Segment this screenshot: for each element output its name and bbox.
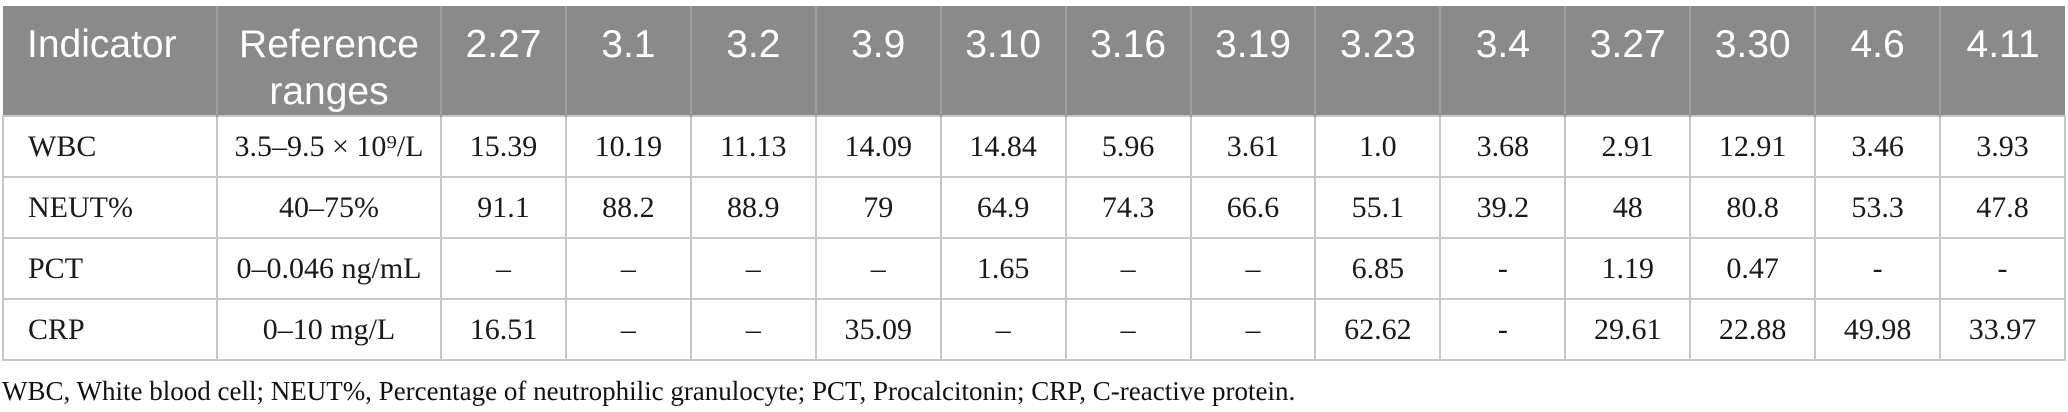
value-cell: 55.1	[1314, 176, 1442, 239]
value-cell: –	[1064, 237, 1192, 300]
column-header-3-10: 3.10	[939, 6, 1066, 116]
value-cell: 1.0	[1314, 115, 1442, 178]
value-cell: –	[440, 237, 567, 300]
value-cell: 0.47	[1689, 237, 1817, 300]
value-cell: –	[564, 237, 692, 300]
column-header-reference-ranges: Reference ranges	[216, 6, 441, 116]
value-cell: 3.46	[1814, 115, 1942, 178]
value-cell: 15.39	[440, 115, 567, 178]
value-cell: 48	[1564, 176, 1692, 239]
value-cell: 11.13	[689, 115, 817, 178]
value-cell: 3.61	[1189, 115, 1317, 178]
table-row-pct: PCT 0–0.046 ng/mL – – – –1.65– –6.85-1.19 0.47-…	[2, 237, 2066, 300]
value-cell: –	[1189, 298, 1317, 361]
value-cell: 79	[814, 176, 942, 239]
value-cell: 74.3	[1064, 176, 1192, 239]
value-cell: 10.19	[564, 115, 692, 178]
value-cell: 1.65	[939, 237, 1067, 300]
indicator-cell: NEUT%	[2, 176, 218, 239]
value-cell: -	[1439, 298, 1567, 361]
column-header-2-27: 2.27	[440, 6, 566, 116]
value-cell: 47.8	[1939, 176, 2066, 239]
value-cell: –	[564, 298, 692, 361]
table-row-crp: CRP 0–10 mg/L 16.51– –35.09– – –62.62-29.61 22…	[2, 298, 2066, 361]
value-cell: 6.85	[1314, 237, 1442, 300]
reference-range-cell: 0–10 mg/L	[216, 298, 442, 361]
value-cell: 14.09	[814, 115, 942, 178]
reference-range-cell: 0–0.046 ng/mL	[216, 237, 442, 300]
column-header-3-9: 3.9	[814, 6, 941, 116]
column-header-3-16: 3.16	[1064, 6, 1191, 116]
value-cell: 91.1	[440, 176, 567, 239]
value-cell: 33.97	[1939, 298, 2066, 361]
value-cell: 29.61	[1564, 298, 1692, 361]
column-header-3-4: 3.4	[1439, 6, 1566, 116]
value-cell: -	[1814, 237, 1942, 300]
table-header-row: Indicator Reference ranges 2.27 3.1 3.2 3.9 3.…	[3, 6, 2065, 116]
indicator-cell: PCT	[2, 237, 218, 300]
column-header-3-2: 3.2	[689, 6, 816, 116]
value-cell: 12.91	[1689, 115, 1817, 178]
value-cell: 88.2	[564, 176, 692, 239]
column-header-3-27: 3.27	[1564, 6, 1691, 116]
value-cell: 16.51	[440, 298, 567, 361]
value-cell: 2.91	[1564, 115, 1692, 178]
column-header-3-23: 3.23	[1314, 6, 1441, 116]
value-cell: –	[939, 298, 1067, 361]
lab-results-table: Indicator Reference ranges 2.27 3.1 3.2 3.9 3.…	[2, 6, 2066, 361]
value-cell: 3.68	[1439, 115, 1567, 178]
value-cell: 66.6	[1189, 176, 1317, 239]
value-cell: 49.98	[1814, 298, 1942, 361]
value-cell: 39.2	[1439, 176, 1567, 239]
value-cell: 5.96	[1064, 115, 1192, 178]
value-cell: 35.09	[814, 298, 942, 361]
column-header-3-30: 3.30	[1689, 6, 1816, 116]
value-cell: –	[689, 298, 817, 361]
value-cell: 62.62	[1314, 298, 1442, 361]
value-cell: -	[1939, 237, 2066, 300]
value-cell: -	[1439, 237, 1567, 300]
column-header-4-11: 4.11	[1939, 6, 2065, 116]
column-header-3-1: 3.1	[564, 6, 691, 116]
value-cell: –	[1189, 237, 1317, 300]
indicator-cell: CRP	[2, 298, 218, 361]
value-cell: –	[814, 237, 942, 300]
reference-range-cell: 3.5–9.5 × 10⁹/L	[216, 115, 442, 178]
value-cell: 64.9	[939, 176, 1067, 239]
value-cell: 88.9	[689, 176, 817, 239]
value-cell: 22.88	[1689, 298, 1817, 361]
column-header-3-19: 3.19	[1189, 6, 1316, 116]
table-footnote: WBC, White blood cell; NEUT%, Percentage…	[2, 376, 1296, 406]
table-row-neut: NEUT% 40–75% 91.1 88.2 88.9 79 64.9 74.3 66.6 55.…	[2, 176, 2066, 239]
value-cell: 14.84	[939, 115, 1067, 178]
value-cell: 3.93	[1939, 115, 2066, 178]
value-cell: 80.8	[1689, 176, 1817, 239]
table-row-wbc: WBC 3.5–9.5 × 10⁹/L 15.39 10.19 11.13 14.09 14…	[2, 115, 2066, 178]
column-header-indicator: Indicator	[3, 6, 217, 116]
reference-range-cell: 40–75%	[216, 176, 442, 239]
value-cell: 1.19	[1564, 237, 1692, 300]
value-cell: –	[689, 237, 817, 300]
indicator-cell: WBC	[2, 115, 218, 178]
value-cell: –	[1064, 298, 1192, 361]
column-header-4-6: 4.6	[1814, 6, 1941, 116]
value-cell: 53.3	[1814, 176, 1942, 239]
